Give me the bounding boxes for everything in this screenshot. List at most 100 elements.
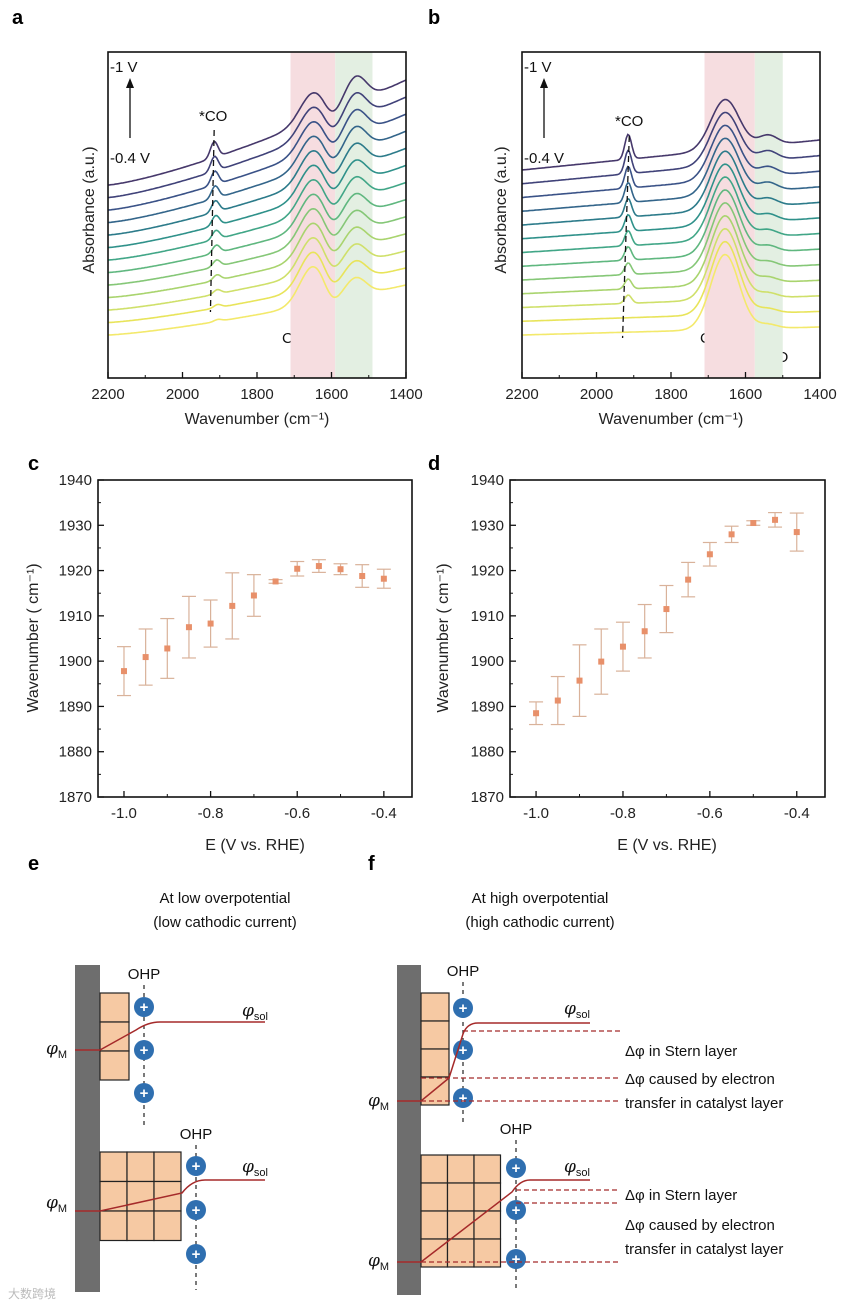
cation-sign: + (459, 1042, 468, 1059)
cation-sign: + (140, 1042, 149, 1059)
cation-sign: + (512, 1160, 521, 1177)
cation-icon (453, 998, 473, 1018)
data-point (772, 516, 779, 523)
x-tick-label: 2200 (505, 386, 538, 403)
cation-icon (186, 1156, 206, 1176)
h2o-region (754, 52, 783, 378)
cation-icon (186, 1244, 206, 1264)
data-point (337, 566, 344, 573)
spectra-panel-b: Absorbance (a.u.) Wavenumber (cm⁻¹) -1 V… (493, 51, 837, 428)
data-point (533, 710, 540, 717)
catalyst-cell (420, 1238, 449, 1268)
x-tick-label: 1800 (240, 386, 273, 403)
potential-bottom-label: -0.4 V (524, 150, 564, 167)
x-tick-label: -0.4 (784, 805, 810, 822)
data-point (272, 578, 279, 585)
catalyst-cell (446, 1154, 475, 1184)
ohp-label: OHP (128, 966, 161, 983)
spectrum-curve-1 (522, 253, 820, 336)
spectrum-curve-6 (521, 189, 821, 268)
data-point (185, 624, 192, 631)
spectrum-curve-12 (521, 111, 821, 185)
spectrum-curve-8 (107, 159, 407, 249)
x-tick-label: 2000 (580, 386, 613, 403)
co-peak-guide (209, 129, 215, 313)
phi-sol-label: φsol (564, 999, 590, 1021)
x-tick-label: 2200 (91, 386, 124, 403)
y-tick-label: 1870 (59, 789, 92, 806)
phi-sol-label: φsol (242, 1001, 268, 1023)
catalyst-cell (153, 1210, 182, 1242)
arrow-head-icon (540, 78, 548, 88)
stern-layer-label: Δφ in Stern layer (625, 1043, 737, 1060)
diagram-e-title-line2: (low cathodic current) (153, 914, 296, 931)
spectrum-curve-5 (107, 207, 407, 286)
catalyst-cell (420, 1048, 450, 1078)
data-point (207, 620, 214, 627)
spectrum-curve-10 (521, 137, 821, 213)
y-tick-label: 1920 (59, 563, 92, 580)
cation-sign: + (459, 1000, 468, 1017)
panel-label-a: a (12, 7, 24, 29)
cation-sign: + (512, 1251, 521, 1268)
ohp-label: OHP (447, 963, 480, 980)
spectrum-curve-3 (107, 236, 407, 311)
electron-transfer-label-line1: Δφ caused by electron (625, 1217, 775, 1234)
catalyst-cell (420, 1182, 449, 1212)
spectrum-curve-3 (521, 227, 821, 309)
ohp-label: OHP (180, 1126, 213, 1143)
electron-transfer-label-line2: transfer in catalyst layer (625, 1241, 783, 1258)
x-tick-label: -1.0 (523, 805, 549, 822)
potential-top-label: -1 V (524, 59, 552, 76)
data-point (380, 575, 387, 582)
y-tick-label: 1880 (471, 744, 504, 761)
co-label: *CO (615, 113, 643, 130)
spectrum-curve-6 (107, 192, 407, 274)
catalyst-cell (126, 1151, 155, 1183)
x-tick-label: -1.0 (111, 805, 137, 822)
cation-icon (134, 1083, 154, 1103)
spectrum-curve-10 (107, 125, 407, 224)
phi-m-label: φM (46, 1039, 67, 1061)
y-tick-label: 1890 (59, 698, 92, 715)
y-tick-label: 1930 (471, 517, 504, 534)
phi-m-label: φM (368, 1091, 389, 1113)
data-point (663, 606, 670, 613)
data-point (598, 658, 605, 665)
data-point (229, 602, 236, 609)
y-tick-label: 1890 (471, 698, 504, 715)
electron-transfer-label-line2: transfer in catalyst layer (625, 1095, 783, 1112)
data-point (793, 529, 800, 536)
spectrum-curve-9 (107, 142, 407, 236)
cation-icon (134, 997, 154, 1017)
ohp-label: OHP (500, 1121, 533, 1138)
cooh-region (704, 52, 755, 378)
x-tick-label: -0.4 (371, 805, 397, 822)
catalyst-cell (420, 992, 450, 1022)
x-axis-label: E (V vs. RHE) (617, 837, 717, 854)
spectrum-curve-13 (521, 98, 821, 171)
diagram-f-title-line1: At high overpotential (472, 890, 609, 907)
y-tick-label: 1940 (59, 472, 92, 489)
spectrum-curve-12 (107, 92, 407, 199)
potential-profile (397, 1022, 590, 1102)
potential-profile (75, 1021, 265, 1051)
catalyst-cell (99, 1210, 128, 1242)
y-tick-label: 1870 (471, 789, 504, 806)
data-point (120, 668, 127, 675)
catalyst-cell (420, 1020, 450, 1050)
phi-m-label: φM (368, 1251, 389, 1273)
data-point (728, 531, 735, 538)
cation-sign: + (459, 1090, 468, 1107)
data-point (576, 677, 583, 684)
x-tick-label: 1600 (729, 386, 762, 403)
y-axis-label: Wavenumber ( cm⁻¹) (435, 563, 452, 712)
catalyst-cell (473, 1182, 502, 1212)
spectrum-curve-13 (107, 75, 407, 186)
potential-bottom-label: -0.4 V (110, 150, 150, 167)
cation-sign: + (512, 1202, 521, 1219)
x-tick-label: 1600 (315, 386, 348, 403)
panel-label-d: d (428, 453, 440, 475)
cation-sign: + (140, 1085, 149, 1102)
